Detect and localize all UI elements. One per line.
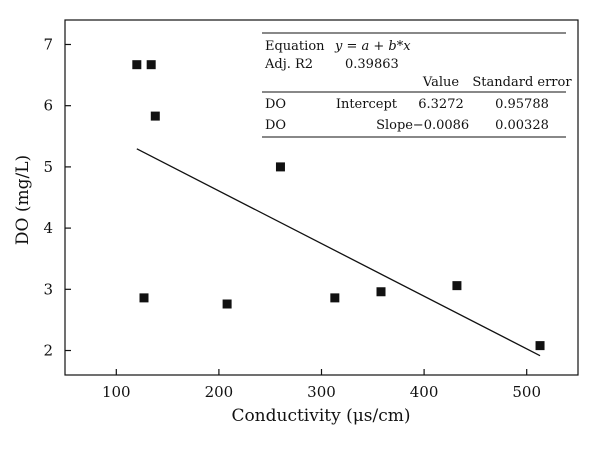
x-tick-label: 500: [512, 383, 541, 401]
y-tick-label: 6: [43, 97, 53, 115]
data-point: [330, 293, 340, 303]
table-row-2-value: −0.0086: [413, 118, 469, 133]
data-point: [132, 60, 142, 70]
x-tick-label: 400: [410, 383, 439, 401]
x-tick-label: 100: [102, 383, 131, 401]
y-axis-title: DO (mg/L): [13, 155, 33, 245]
data-point: [535, 341, 545, 351]
x-tick-label: 300: [307, 383, 336, 401]
data-point: [222, 299, 232, 309]
x-tick-label: 200: [205, 383, 234, 401]
y-tick-label: 4: [43, 219, 53, 237]
data-point: [150, 111, 160, 121]
data-point: [452, 281, 462, 291]
y-axis: 2 3 4 5 6 7: [43, 35, 71, 360]
table-row-2-error: 0.00328: [495, 118, 549, 133]
data-points: [132, 60, 545, 351]
x-axis: 100 200 300 400 500: [102, 369, 541, 401]
table-row-1-param: Intercept: [336, 97, 398, 112]
y-tick-label: 3: [43, 280, 53, 298]
y-tick-label: 7: [43, 35, 53, 53]
x-axis-title: Conductivity (μs/cm): [231, 406, 410, 426]
table-col-error: Standard error: [472, 75, 572, 90]
stats-table: Equation y = a + b*x Adj. R2 0.39863 Val…: [262, 32, 572, 138]
table-col-value: Value: [422, 75, 459, 90]
table-row-1-name: DO: [265, 97, 286, 112]
table-row-1-error: 0.95788: [495, 97, 549, 112]
table-adj-r2-label: Adj. R2: [264, 57, 313, 72]
data-point: [146, 60, 156, 70]
y-tick-label: 2: [43, 342, 53, 360]
table-equation-label: Equation: [265, 39, 325, 54]
plot-frame: [64, 19, 579, 376]
table-row-2-param: Slope: [376, 118, 413, 133]
table-row-2-name: DO: [265, 118, 286, 133]
fit-line: [136, 148, 541, 357]
table-row-1-value: 6.3272: [418, 97, 464, 112]
table-equation: y = a + b*x: [334, 39, 411, 54]
data-point: [376, 287, 386, 297]
y-tick-label: 5: [43, 158, 53, 176]
data-point: [275, 162, 285, 172]
fit-layer: [136, 148, 541, 357]
data-point: [139, 293, 149, 303]
table-adj-r2-value: 0.39863: [345, 57, 399, 72]
